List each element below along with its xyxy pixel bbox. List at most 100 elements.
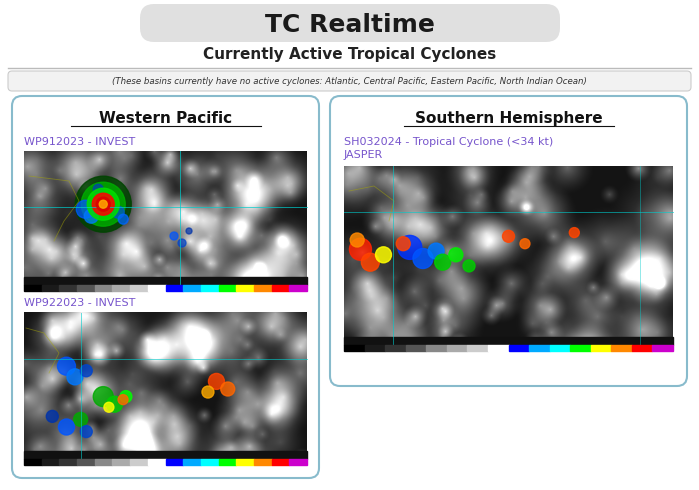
Circle shape <box>106 396 122 412</box>
Circle shape <box>67 369 83 385</box>
Circle shape <box>120 391 132 403</box>
Bar <box>272 285 289 291</box>
Bar <box>405 345 426 351</box>
Bar <box>113 459 130 465</box>
Bar <box>166 459 183 465</box>
Circle shape <box>113 206 124 218</box>
Bar <box>254 285 272 291</box>
Circle shape <box>520 239 530 249</box>
Circle shape <box>221 382 235 396</box>
Circle shape <box>350 238 371 260</box>
Circle shape <box>118 394 128 405</box>
Bar <box>147 459 166 465</box>
Circle shape <box>81 182 125 226</box>
Bar <box>113 285 130 291</box>
Bar <box>183 285 201 291</box>
Circle shape <box>375 247 391 263</box>
Bar <box>24 277 307 285</box>
Bar <box>77 459 95 465</box>
Circle shape <box>87 188 120 220</box>
Text: WP922023 - INVEST: WP922023 - INVEST <box>24 298 136 308</box>
Bar <box>77 285 95 291</box>
Circle shape <box>396 237 410 251</box>
Bar <box>183 459 201 465</box>
Bar <box>59 285 77 291</box>
Bar <box>42 285 59 291</box>
Circle shape <box>80 365 92 377</box>
Text: Western Pacific: Western Pacific <box>99 111 232 125</box>
Circle shape <box>46 410 58 422</box>
Bar <box>508 345 529 351</box>
Bar <box>24 459 42 465</box>
Circle shape <box>428 243 444 259</box>
Circle shape <box>59 419 75 435</box>
Circle shape <box>104 402 114 412</box>
Circle shape <box>57 357 75 375</box>
Bar <box>219 459 236 465</box>
Circle shape <box>202 386 214 398</box>
Circle shape <box>178 239 186 247</box>
Text: TC Realtime: TC Realtime <box>264 13 435 37</box>
Bar <box>59 459 77 465</box>
Bar <box>201 459 219 465</box>
Bar <box>236 285 254 291</box>
Bar <box>468 345 488 351</box>
Text: Southern Hemisphere: Southern Hemisphere <box>415 111 603 125</box>
Circle shape <box>361 253 380 271</box>
Bar <box>201 285 219 291</box>
Circle shape <box>350 233 364 247</box>
Bar <box>272 459 289 465</box>
Circle shape <box>118 214 128 224</box>
Text: WP912023 - INVEST: WP912023 - INVEST <box>24 137 135 147</box>
Text: Currently Active Tropical Cyclones: Currently Active Tropical Cyclones <box>203 47 496 62</box>
Circle shape <box>75 176 131 232</box>
Circle shape <box>99 200 107 208</box>
Circle shape <box>463 260 475 272</box>
Bar <box>130 459 147 465</box>
FancyBboxPatch shape <box>330 96 687 386</box>
Bar <box>426 345 447 351</box>
Bar <box>549 345 570 351</box>
Circle shape <box>449 248 463 262</box>
Circle shape <box>76 200 94 218</box>
Bar <box>219 285 236 291</box>
Circle shape <box>569 227 579 238</box>
Bar <box>254 459 272 465</box>
Bar <box>42 459 59 465</box>
Bar <box>365 345 385 351</box>
Text: SH032024 - Tropical Cyclone (<34 kt): SH032024 - Tropical Cyclone (<34 kt) <box>344 137 553 147</box>
Circle shape <box>208 373 224 390</box>
Bar <box>652 345 673 351</box>
Bar <box>447 345 468 351</box>
Bar <box>130 285 147 291</box>
Circle shape <box>73 413 87 426</box>
Bar <box>24 285 42 291</box>
Circle shape <box>398 235 421 259</box>
Bar <box>612 345 632 351</box>
Bar <box>166 285 183 291</box>
Bar <box>24 451 307 459</box>
Text: (These basins currently have no active cyclones: Atlantic, Central Pacific, East: (These basins currently have no active c… <box>112 76 587 85</box>
Circle shape <box>96 197 110 211</box>
Bar <box>632 345 652 351</box>
Circle shape <box>435 254 451 270</box>
Circle shape <box>413 248 433 269</box>
Circle shape <box>93 184 103 194</box>
Bar <box>529 345 549 351</box>
Bar <box>488 345 508 351</box>
Circle shape <box>85 209 99 223</box>
Bar <box>95 285 113 291</box>
Circle shape <box>92 193 114 215</box>
Circle shape <box>170 232 178 240</box>
Circle shape <box>186 228 192 234</box>
FancyBboxPatch shape <box>140 4 560 42</box>
Bar <box>344 337 673 345</box>
Circle shape <box>503 230 514 242</box>
Circle shape <box>93 387 113 407</box>
Text: JASPER: JASPER <box>344 150 383 160</box>
Bar <box>95 459 113 465</box>
FancyBboxPatch shape <box>8 71 691 91</box>
Bar <box>289 459 307 465</box>
Bar <box>344 345 365 351</box>
Circle shape <box>80 425 92 438</box>
